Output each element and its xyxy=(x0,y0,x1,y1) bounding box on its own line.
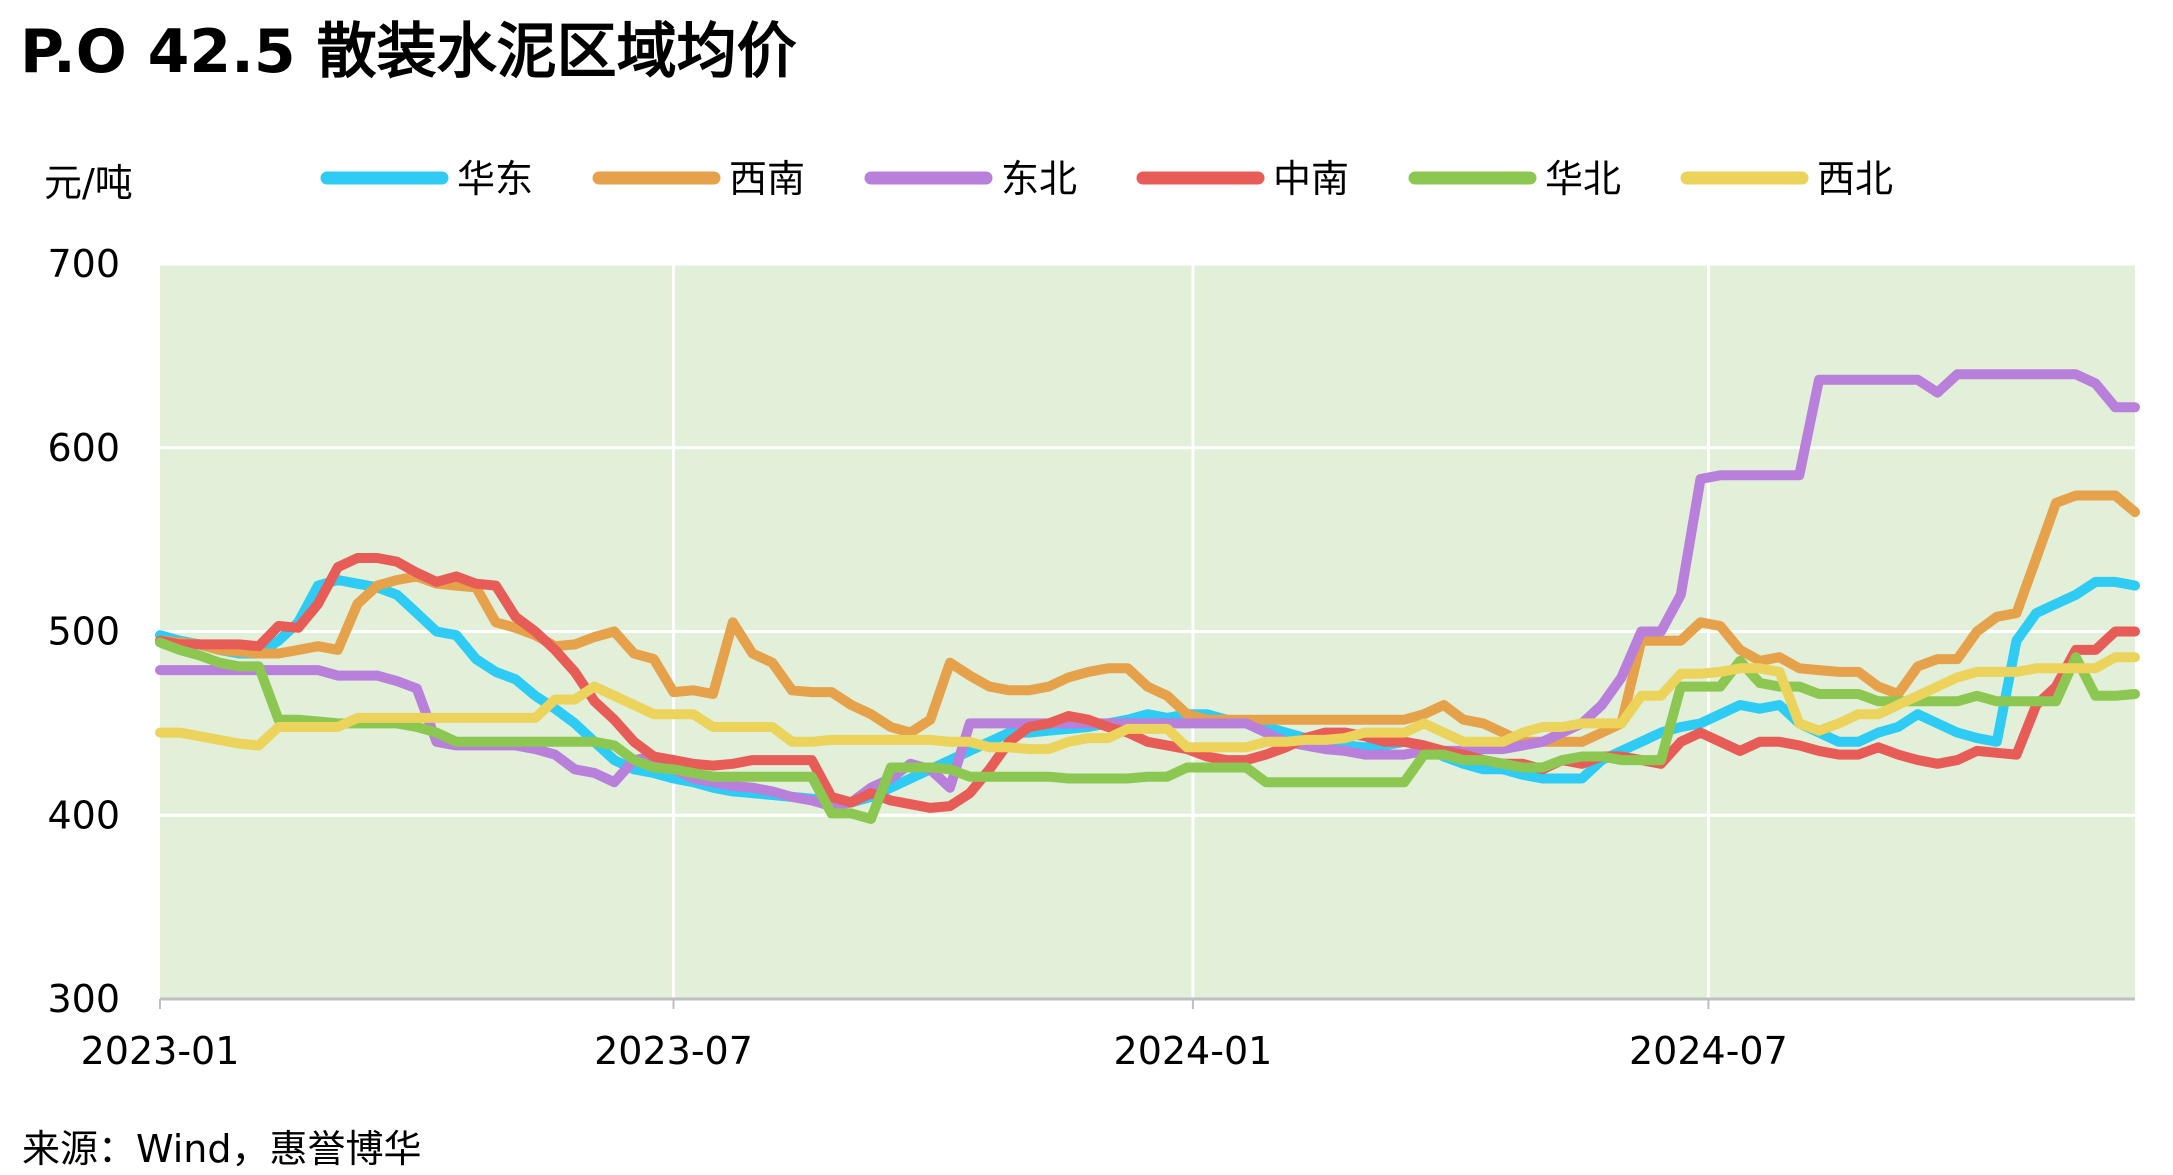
legend-label-西南: 西南 xyxy=(729,157,805,201)
grid xyxy=(160,262,2135,999)
series-line-中南 xyxy=(155,553,2140,813)
series-line-西南 xyxy=(155,490,2140,747)
legend-label-华北: 华北 xyxy=(1545,157,1621,201)
series-lines xyxy=(155,369,2140,824)
legend-label-西北: 西北 xyxy=(1817,157,1893,201)
x-tick-label: 2024-07 xyxy=(1629,1029,1788,1073)
y-tick-label: 300 xyxy=(47,977,120,1021)
y-tick-label: 600 xyxy=(47,426,120,470)
chart-title: P.O 42.5 散装水泥区域均价 xyxy=(20,17,797,87)
y-tick-label: 500 xyxy=(47,610,120,654)
source-note: 来源：Wind，惠誉博华 xyxy=(22,1127,422,1171)
x-tick-label: 2024-01 xyxy=(1114,1029,1273,1073)
legend: 华东 西南 东北 中南 华北 西北 xyxy=(320,157,1893,201)
y-tick-label: 700 xyxy=(47,242,120,286)
axes: 700 600 500 400 300 2023-01 2023-07 2024-01 2024… xyxy=(47,242,2135,1073)
series-line-西北 xyxy=(155,652,2140,755)
legend-label-中南: 中南 xyxy=(1273,157,1349,201)
legend-label-华东: 华东 xyxy=(457,157,533,201)
legend-label-东北: 东北 xyxy=(1001,157,1077,201)
series-line-华北 xyxy=(155,637,2140,824)
x-tick-label: 2023-01 xyxy=(81,1029,240,1073)
y-axis-unit: 元/吨 xyxy=(44,161,133,205)
y-tick-label: 400 xyxy=(47,793,120,837)
x-tick-label: 2023-07 xyxy=(594,1029,753,1073)
